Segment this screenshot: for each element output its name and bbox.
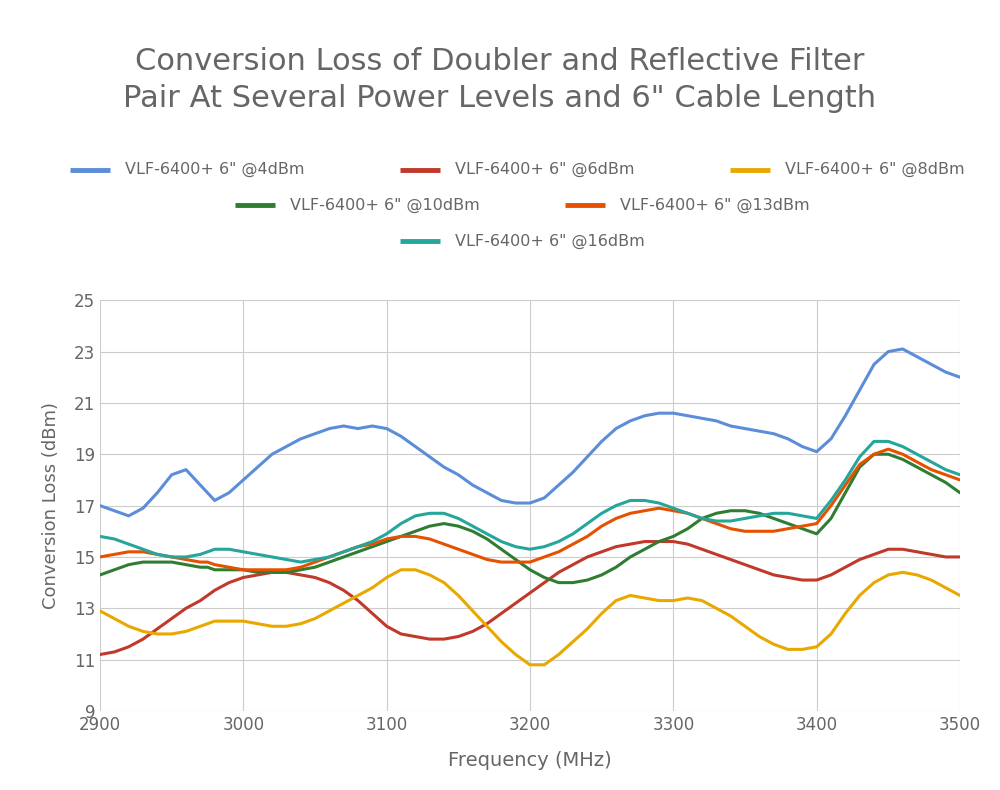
- Text: VLF-6400+ 6" @10dBm: VLF-6400+ 6" @10dBm: [290, 198, 480, 213]
- VLF-6400+ 6" @10dBm: [854, 462, 866, 472]
- VLF-6400+ 6" @16dBm: [166, 552, 178, 562]
- VLF-6400+ 6" @13dBm: [166, 552, 178, 562]
- VLF-6400+ 6" @16dBm: [954, 470, 966, 480]
- VLF-6400+ 6" @10dBm: [553, 578, 565, 588]
- VLF-6400+ 6" @13dBm: [237, 565, 249, 574]
- Text: VLF-6400+ 6" @6dBm: VLF-6400+ 6" @6dBm: [455, 162, 635, 178]
- VLF-6400+ 6" @13dBm: [524, 558, 536, 567]
- Text: Conversion Loss of Doubler and Reflective Filter
Pair At Several Power Levels an: Conversion Loss of Doubler and Reflectiv…: [123, 47, 877, 114]
- Text: VLF-6400+ 6" @4dBm: VLF-6400+ 6" @4dBm: [125, 162, 304, 178]
- VLF-6400+ 6" @13dBm: [954, 475, 966, 484]
- Y-axis label: Conversion Loss (dBm): Conversion Loss (dBm): [42, 402, 60, 609]
- VLF-6400+ 6" @4dBm: [624, 416, 636, 426]
- VLF-6400+ 6" @6dBm: [94, 649, 106, 659]
- VLF-6400+ 6" @8dBm: [538, 660, 550, 670]
- VLF-6400+ 6" @6dBm: [510, 599, 522, 608]
- VLF-6400+ 6" @8dBm: [639, 593, 651, 603]
- VLF-6400+ 6" @13dBm: [266, 565, 278, 574]
- VLF-6400+ 6" @10dBm: [510, 555, 522, 564]
- VLF-6400+ 6" @16dBm: [524, 544, 536, 554]
- X-axis label: Frequency (MHz): Frequency (MHz): [448, 750, 612, 769]
- VLF-6400+ 6" @13dBm: [854, 460, 866, 469]
- VLF-6400+ 6" @8dBm: [94, 606, 106, 615]
- Text: VLF-6400+ 6" @13dBm: VLF-6400+ 6" @13dBm: [620, 198, 810, 213]
- Line: VLF-6400+ 6" @10dBm: VLF-6400+ 6" @10dBm: [100, 454, 960, 583]
- VLF-6400+ 6" @6dBm: [854, 555, 866, 564]
- VLF-6400+ 6" @10dBm: [94, 570, 106, 580]
- Line: VLF-6400+ 6" @6dBm: VLF-6400+ 6" @6dBm: [100, 542, 960, 654]
- VLF-6400+ 6" @13dBm: [323, 552, 335, 562]
- VLF-6400+ 6" @10dBm: [252, 567, 264, 577]
- VLF-6400+ 6" @4dBm: [954, 373, 966, 382]
- VLF-6400+ 6" @6dBm: [166, 614, 178, 623]
- VLF-6400+ 6" @10dBm: [166, 558, 178, 567]
- VLF-6400+ 6" @13dBm: [624, 509, 636, 518]
- VLF-6400+ 6" @16dBm: [323, 552, 335, 562]
- VLF-6400+ 6" @16dBm: [252, 550, 264, 559]
- VLF-6400+ 6" @4dBm: [180, 465, 192, 474]
- VLF-6400+ 6" @4dBm: [897, 344, 909, 354]
- VLF-6400+ 6" @13dBm: [94, 552, 106, 562]
- VLF-6400+ 6" @16dBm: [624, 496, 636, 506]
- VLF-6400+ 6" @10dBm: [309, 562, 321, 572]
- VLF-6400+ 6" @8dBm: [868, 578, 880, 588]
- VLF-6400+ 6" @16dBm: [295, 558, 307, 567]
- Line: VLF-6400+ 6" @8dBm: VLF-6400+ 6" @8dBm: [100, 570, 960, 665]
- VLF-6400+ 6" @16dBm: [868, 437, 880, 446]
- Line: VLF-6400+ 6" @16dBm: VLF-6400+ 6" @16dBm: [100, 442, 960, 562]
- VLF-6400+ 6" @6dBm: [639, 537, 651, 547]
- VLF-6400+ 6" @10dBm: [624, 552, 636, 562]
- VLF-6400+ 6" @6dBm: [252, 570, 264, 580]
- VLF-6400+ 6" @8dBm: [954, 591, 966, 600]
- Line: VLF-6400+ 6" @4dBm: VLF-6400+ 6" @4dBm: [100, 349, 960, 516]
- Text: VLF-6400+ 6" @8dBm: VLF-6400+ 6" @8dBm: [785, 162, 965, 178]
- VLF-6400+ 6" @4dBm: [323, 423, 335, 433]
- VLF-6400+ 6" @8dBm: [252, 619, 264, 629]
- VLF-6400+ 6" @4dBm: [524, 498, 536, 508]
- VLF-6400+ 6" @8dBm: [395, 565, 407, 574]
- VLF-6400+ 6" @6dBm: [309, 573, 321, 582]
- VLF-6400+ 6" @4dBm: [854, 386, 866, 395]
- VLF-6400+ 6" @4dBm: [266, 450, 278, 459]
- VLF-6400+ 6" @8dBm: [309, 614, 321, 623]
- VLF-6400+ 6" @8dBm: [166, 629, 178, 638]
- VLF-6400+ 6" @4dBm: [94, 501, 106, 510]
- VLF-6400+ 6" @13dBm: [882, 444, 894, 453]
- VLF-6400+ 6" @4dBm: [123, 511, 135, 521]
- VLF-6400+ 6" @10dBm: [954, 488, 966, 498]
- Line: VLF-6400+ 6" @13dBm: VLF-6400+ 6" @13dBm: [100, 449, 960, 570]
- VLF-6400+ 6" @16dBm: [94, 532, 106, 541]
- Text: VLF-6400+ 6" @16dBm: VLF-6400+ 6" @16dBm: [455, 233, 645, 249]
- VLF-6400+ 6" @8dBm: [524, 660, 536, 670]
- VLF-6400+ 6" @6dBm: [610, 542, 622, 551]
- VLF-6400+ 6" @16dBm: [854, 452, 866, 461]
- VLF-6400+ 6" @6dBm: [954, 552, 966, 562]
- VLF-6400+ 6" @10dBm: [868, 450, 880, 459]
